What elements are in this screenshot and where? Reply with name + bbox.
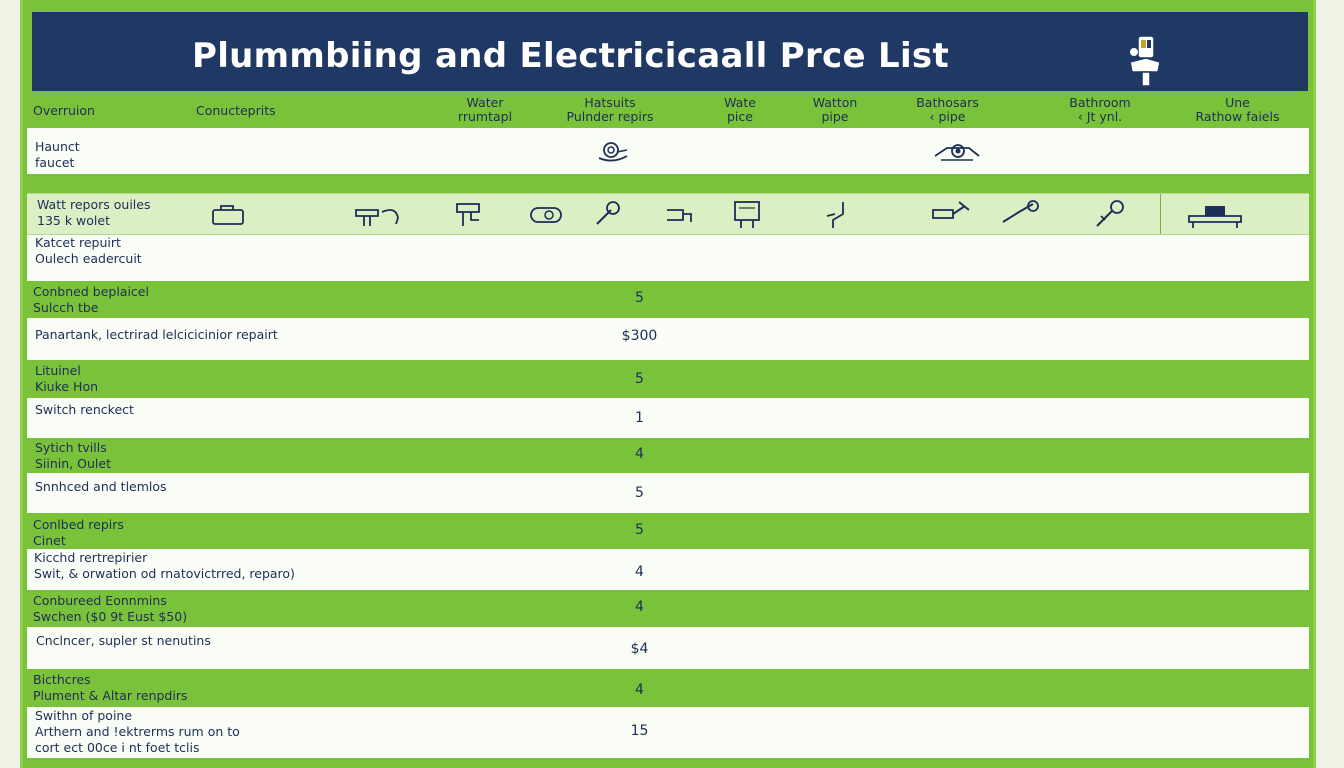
- table-row[interactable]: Kicchd rertrepirier Swit, & orwation od r…: [27, 549, 1309, 590]
- row-price: 1: [635, 410, 644, 426]
- table-row[interactable]: Swithn of poine Arthern and !ektrerms rum…: [27, 707, 1309, 758]
- row-label: Snnhced and tlemlos: [35, 479, 167, 494]
- page-title: Plummbiing and Electricicaall Prce List: [192, 36, 949, 76]
- table-row[interactable]: Sytich tvills Siinin, Oulet 4: [27, 439, 1309, 473]
- plug-icon: [1096, 200, 1124, 227]
- table-row[interactable]: Haunct faucet: [27, 128, 1309, 174]
- pipe-wrench-icon: [932, 201, 970, 219]
- column-header-line[interactable]: Une Rathow faiels: [1195, 95, 1280, 124]
- column-header-products[interactable]: Conucteprits: [196, 103, 276, 118]
- table-row[interactable]: Lituinel Kiuke Hon 5: [27, 363, 1309, 397]
- header-bar: Plummbiing and Electricicaall Prce List: [30, 10, 1310, 93]
- faucet-icon: [355, 209, 399, 226]
- table-row[interactable]: Conlbed repirs Cinet 5: [27, 516, 1309, 548]
- row-label: Conlbed repirs Cinet: [33, 517, 124, 548]
- row-price: 15: [630, 723, 649, 739]
- row-price: 5: [635, 290, 644, 306]
- snail-drain-icon: [598, 142, 628, 162]
- toolbox-icon: [212, 205, 244, 225]
- column-header-water-pipe[interactable]: Watton pipe: [812, 95, 858, 124]
- water-heater-icon: [734, 201, 760, 228]
- row-label: Sytich tvills Siinin, Oulet: [35, 440, 111, 471]
- row-price: 4: [635, 446, 644, 462]
- row-label: Watt repors ouiles 135 k wolet: [37, 197, 151, 228]
- row-label: Katcet repuirt Oulech eadercuit: [35, 235, 142, 266]
- row-label: Panartank, lectrirad lelcicicinior repai…: [35, 327, 278, 342]
- column-divider: [1160, 194, 1161, 234]
- row-label: Lituinel Kiuke Hon: [35, 363, 99, 394]
- table-row[interactable]: Cnclncer, supler st nenutins $4: [27, 627, 1309, 669]
- column-header-water[interactable]: Water rrumtapl: [457, 95, 513, 124]
- pipe-valve-icon: [456, 203, 480, 226]
- table-row[interactable]: Bicthcres Plument & Altar renpdirs 4: [27, 672, 1309, 706]
- table-row[interactable]: Switch renckect 1: [27, 398, 1309, 438]
- row-price: 4: [635, 564, 644, 580]
- tap-icon: [667, 209, 692, 222]
- row-price: $300: [621, 328, 658, 344]
- column-header-repairs[interactable]: Hatsuits Pulnder repirs: [566, 95, 654, 124]
- spray-icon: [1002, 200, 1039, 223]
- row-price: 5: [635, 522, 644, 538]
- table-row[interactable]: Snnhced and tlemlos 5: [27, 473, 1309, 513]
- row-price: 5: [635, 485, 644, 501]
- row-label: Swithn of poine Arthern and !ektrerms rum…: [35, 708, 240, 755]
- table-row[interactable]: Katcet repuirt Oulech eadercuit: [27, 235, 1309, 281]
- row-label: Bicthcres Plument & Altar renpdirs: [33, 672, 188, 703]
- column-header-overview[interactable]: Overruion: [33, 103, 95, 118]
- column-header-water-price[interactable]: Wate pice: [724, 95, 756, 124]
- row-label: Conbureed Eonnmins Swchen ($0 9t Eust $50…: [33, 593, 188, 624]
- row-label: Kicchd rertrepirier Swit, & orwation od r…: [34, 550, 295, 581]
- column-header-bath-pipe[interactable]: Bathosars ‹ pipe: [916, 95, 979, 124]
- row-price: 5: [635, 371, 644, 387]
- pipe-fitting-icon: [530, 207, 562, 223]
- row-label: Conbned beplaicel Sulcch tbe: [33, 284, 149, 315]
- wrench-icon: [596, 201, 620, 225]
- bathtub-icon: [1188, 206, 1242, 228]
- row-label: Switch renckect: [35, 402, 134, 417]
- row-label: Haunct faucet: [35, 139, 80, 170]
- drain-pipe-icon: [826, 202, 844, 228]
- row-price: 4: [635, 682, 644, 698]
- table-row[interactable]: Watt repors ouiles 135 k wolet: [27, 193, 1309, 235]
- row-label: Cnclncer, supler st nenutins: [36, 633, 211, 648]
- plumber-logo-icon: [1129, 35, 1161, 87]
- table-row[interactable]: Conbned beplaicel Sulcch tbe 5: [27, 284, 1309, 318]
- row-price: $4: [630, 641, 649, 657]
- column-header-bathroom[interactable]: Bathroom ‹ Jt ynl.: [1069, 95, 1131, 124]
- row-price: 4: [635, 599, 644, 615]
- table-row[interactable]: Panartank, lectrirad lelcicicinior repai…: [27, 318, 1309, 360]
- shower-head-icon: [934, 144, 980, 161]
- table-row[interactable]: Conbureed Eonnmins Swchen ($0 9t Eust $50…: [27, 593, 1309, 627]
